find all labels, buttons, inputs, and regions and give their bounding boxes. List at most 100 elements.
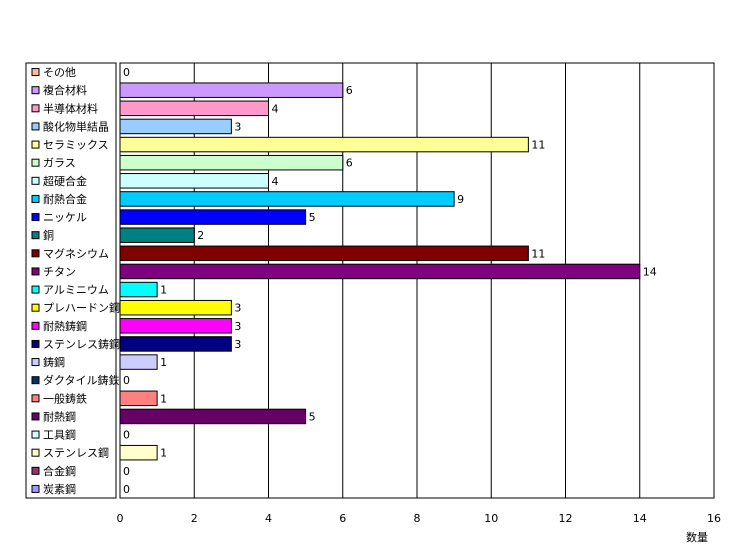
data-label: 3 [234,338,241,351]
legend-swatch [31,339,40,348]
legend-label: 合金鋼 [43,464,76,478]
legend-label: 鋳鋼 [43,355,65,369]
legend-label: 工具鋼 [43,428,76,442]
x-tick-label: 4 [265,512,272,525]
legend-label: 耐熱鋳鋼 [43,319,87,333]
data-label: 0 [123,374,130,387]
data-label: 11 [531,139,545,152]
data-label: 1 [160,447,167,460]
bar [119,100,269,117]
legend-swatch [31,122,40,131]
legend-label: チタン [43,265,76,278]
data-label: 4 [272,102,279,115]
legend-label: プレハードン鋼 [43,301,120,315]
bar [119,318,232,334]
bar [119,444,158,461]
legend-swatch [31,303,40,312]
legend-label: 超硬合金 [43,174,87,188]
bar [119,390,158,407]
x-tick-label: 10 [484,512,498,525]
legend-swatch [31,213,40,222]
data-label: 3 [234,302,241,315]
bar [119,299,232,316]
legend-label: ステンレス鋼 [43,446,109,460]
x-tick-label: 16 [707,512,721,525]
legend-swatch [31,86,40,95]
legend-swatch [31,358,40,367]
legend-label: ニッケル [43,211,87,224]
legend-label: 炭素鋼 [43,482,76,496]
x-tick-labels: 0 2 4 6 8 10 12 14 16 [117,512,722,525]
data-label: 3 [234,320,241,333]
x-axis-label: 数量 [686,531,708,544]
data-label: 5 [309,410,316,423]
data-label: 1 [160,392,167,405]
bar [119,118,232,135]
bar [119,227,195,243]
bar [119,191,455,207]
legend-label: マグネシウム [43,246,109,260]
legend-label: セラミックス [43,139,109,152]
data-label: 6 [346,157,353,170]
bar [119,209,307,225]
x-tick-label: 14 [633,512,647,525]
legend-label: その他 [43,66,76,79]
bar [119,336,232,352]
bar [119,173,269,189]
data-label: 4 [272,175,279,188]
legend-label: 耐熱鋼 [43,409,76,423]
legend-swatch [31,285,40,294]
data-label: 14 [643,265,657,278]
legend-label: 複合材料 [43,83,87,97]
legend-swatch [31,484,40,493]
legend-box [25,62,117,499]
data-label: 0 [123,465,130,478]
data-label: 1 [160,356,167,369]
legend-swatch [31,394,40,403]
legend-label: 耐熱合金 [43,192,87,206]
legend-swatch [31,412,40,421]
bar [119,408,307,425]
legend-swatch [31,68,40,77]
legend-swatch [31,158,40,167]
legend-label: ステンレス鋳鋼 [43,337,120,351]
legend-swatch [31,140,40,149]
bar [119,154,344,171]
legend-swatch [31,430,40,439]
bar [119,82,344,98]
legend-label: ガラス [43,157,76,170]
legend-swatch [31,249,40,258]
legend-label: 酸化物単結晶 [43,119,109,133]
bar [119,263,641,280]
x-tick-label: 2 [191,512,198,525]
x-tick-label: 8 [414,512,421,525]
gridlines [193,63,641,498]
data-label: 0 [123,66,130,79]
bars [119,82,641,461]
legend-swatch [31,466,40,475]
legend-label: 半導体材料 [43,101,98,115]
legend-label: アルミニウム [43,284,109,297]
legend-swatch [31,267,40,276]
data-label: 3 [234,120,241,133]
legend-swatch [31,176,40,185]
legend-swatch [31,321,40,330]
data-label: 9 [457,193,464,206]
data-label: 6 [346,84,353,97]
x-tick-label: 12 [559,512,573,525]
bar [119,354,158,370]
data-label: 5 [309,211,316,224]
legend-swatch [31,231,40,240]
data-label: 0 [123,483,130,496]
legend-swatch [31,448,40,457]
data-label: 1 [160,284,167,297]
bar [119,281,158,298]
legend-label: ダクタイル鋳鉄 [43,373,120,387]
data-labels: 0 6 4 3 11 6 4 9 5 2 11 14 1 3 3 3 1 0 1 5 0 1 0 0 [123,66,657,496]
legend: その他複合材料半導体材料酸化物単結晶セラミックスガラス超硬合金耐熱合金ニッケル銅… [25,62,120,499]
legend-swatch [31,376,40,385]
data-label: 2 [197,229,204,242]
x-tick-label: 6 [339,512,346,525]
data-label: 0 [123,429,130,442]
